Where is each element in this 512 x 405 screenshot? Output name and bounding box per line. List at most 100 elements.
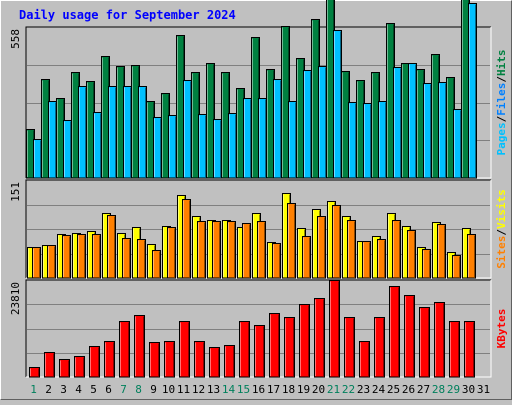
bar-kbytes-day-16	[254, 325, 265, 378]
x-axis-labels: 1 2 3 4 5 6 7 8 9 10 11 12 13 14 15 16 17 18 19 20 21 22 23 24 2…	[30, 383, 490, 396]
bar-sites-day-11	[182, 199, 191, 279]
bar-kbytes-day-2	[44, 352, 55, 378]
bar-kbytes-day-6	[104, 341, 115, 378]
bar-sites-day-17	[272, 243, 281, 279]
bar-kbytes-day-27	[419, 307, 430, 378]
bar-kbytes-day-26	[404, 295, 415, 378]
bar-kbytes-day-1	[29, 367, 40, 378]
panel-border-dark	[25, 26, 491, 178]
bar-sites-day-4	[77, 234, 86, 279]
bar-sites-day-13	[212, 221, 221, 279]
x-tick-label-day-26: 26	[402, 383, 415, 396]
y-max-label: 558	[9, 29, 22, 49]
legend-item-files: Files	[495, 83, 508, 116]
x-tick-label-day-29: 29	[447, 383, 460, 396]
x-tick-label-day-11: 11	[177, 383, 190, 396]
bar-sites-day-5	[92, 234, 101, 279]
legend-separator: /	[495, 229, 508, 236]
panel-1: 151 Sites/Visits	[9, 179, 508, 279]
bar-kbytes-day-11	[179, 321, 190, 378]
x-tick-label-day-4: 4	[75, 383, 82, 396]
x-tick-label-day-12: 12	[192, 383, 205, 396]
legend-item-pages: Pages	[495, 122, 508, 155]
x-tick-label-day-8: 8	[135, 383, 142, 396]
bar-sites-day-18	[287, 203, 296, 279]
bar-kbytes-day-21	[329, 280, 340, 378]
series-legend-label: KBytes	[495, 309, 508, 349]
x-tick-label-day-13: 13	[207, 383, 220, 396]
legend-item-kbytes: KBytes	[495, 309, 508, 349]
y-max-label: 151	[9, 182, 22, 202]
x-tick-label-day-18: 18	[282, 383, 295, 396]
panel-border-dark	[25, 179, 491, 278]
bar-kbytes-day-17	[269, 313, 280, 378]
x-tick-label-day-20: 20	[312, 383, 325, 396]
bar-kbytes-day-19	[299, 304, 310, 378]
bar-kbytes-day-13	[209, 347, 220, 378]
bar-sites-day-19	[302, 236, 311, 279]
panel-2: 23810 KBytes	[9, 279, 508, 378]
x-tick-label-day-22: 22	[342, 383, 355, 396]
bar-sites-day-26	[407, 230, 416, 279]
x-tick-label-day-1: 1	[30, 383, 37, 396]
bar-kbytes-day-8	[134, 315, 145, 378]
series-legend-label: Pages/Files/Hits	[495, 50, 508, 156]
legend-item-hits: Hits	[495, 50, 508, 77]
bar-kbytes-day-24	[374, 317, 385, 378]
bar-kbytes-day-9	[149, 342, 160, 378]
legend-item-sites: Sites	[495, 236, 508, 269]
x-tick-label-day-10: 10	[162, 383, 175, 396]
bar-kbytes-day-14	[224, 345, 235, 378]
bar-sites-day-12	[197, 221, 206, 279]
bar-sites-day-24	[377, 239, 386, 279]
x-tick-label-day-7: 7	[120, 383, 127, 396]
x-tick-label-day-25: 25	[387, 383, 400, 396]
x-tick-label-day-28: 28	[432, 383, 445, 396]
bar-sites-day-22	[347, 220, 356, 279]
x-tick-label-day-27: 27	[417, 383, 430, 396]
bar-sites-day-8	[137, 239, 146, 279]
bar-sites-day-27	[422, 249, 431, 279]
bar-sites-day-6	[107, 215, 116, 279]
bar-sites-day-25	[392, 220, 401, 279]
x-tick-label-day-2: 2	[45, 383, 52, 396]
bar-kbytes-day-4	[74, 356, 85, 378]
x-tick-label-day-5: 5	[90, 383, 97, 396]
x-tick-label-day-3: 3	[60, 383, 67, 396]
bar-sites-day-23	[362, 241, 371, 279]
bar-sites-day-7	[122, 238, 131, 279]
series-legend-label: Sites/Visits	[495, 189, 508, 269]
bar-kbytes-day-30	[464, 321, 475, 378]
bar-sites-day-21	[332, 205, 341, 279]
bar-sites-day-2	[47, 245, 56, 279]
bar-sites-day-30	[467, 234, 476, 279]
bar-sites-day-10	[167, 227, 176, 279]
bar-sites-day-14	[227, 221, 236, 279]
bar-kbytes-day-12	[194, 341, 205, 378]
legend-separator: /	[495, 115, 508, 122]
bar-kbytes-day-18	[284, 317, 295, 378]
bar-kbytes-day-20	[314, 298, 325, 378]
bar-kbytes-day-23	[359, 341, 370, 378]
x-tick-label-day-31: 31	[477, 383, 490, 396]
x-tick-label-day-21: 21	[327, 383, 340, 396]
bar-sites-day-20	[317, 216, 326, 279]
bar-sites-day-29	[452, 255, 461, 279]
bar-sites-day-3	[62, 235, 71, 279]
bar-sites-day-1	[32, 247, 41, 279]
bar-kbytes-day-28	[434, 302, 445, 378]
x-tick-label-day-9: 9	[150, 383, 157, 396]
legend-separator: /	[495, 76, 508, 83]
x-tick-label-day-30: 30	[462, 383, 475, 396]
x-tick-label-day-19: 19	[297, 383, 310, 396]
x-tick-label-day-15: 15	[237, 383, 250, 396]
bar-pages-day-30	[468, 3, 477, 179]
bar-kbytes-day-10	[164, 341, 175, 378]
bar-kbytes-day-5	[89, 346, 100, 378]
x-tick-label-day-16: 16	[252, 383, 265, 396]
x-tick-label-day-17: 17	[267, 383, 280, 396]
x-tick-label-day-23: 23	[357, 383, 370, 396]
bar-kbytes-day-22	[344, 317, 355, 378]
